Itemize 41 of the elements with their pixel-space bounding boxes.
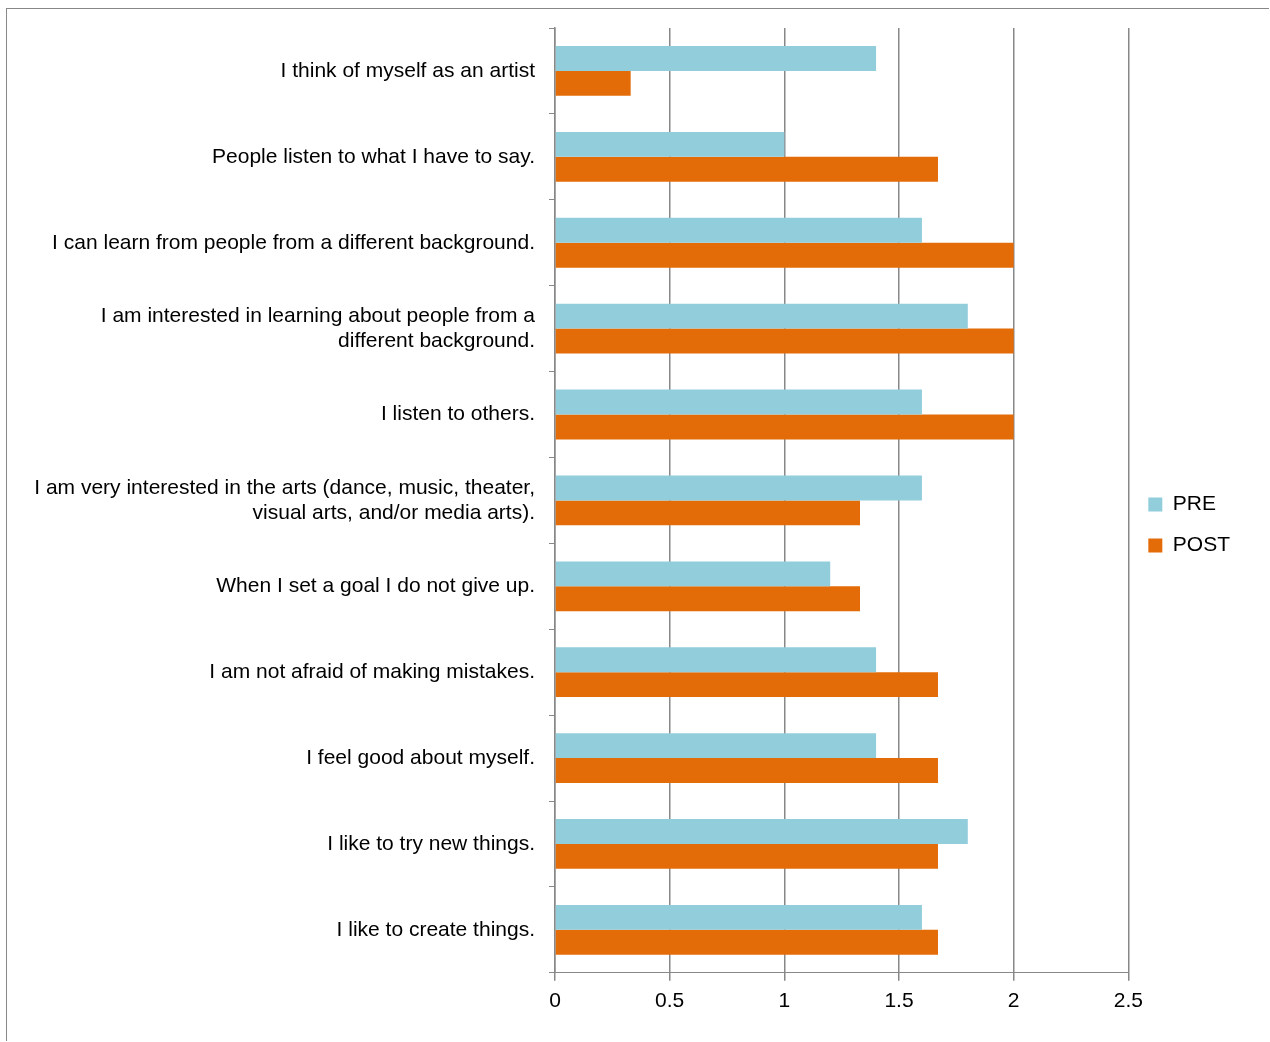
legend-label: PRE <box>1172 491 1217 515</box>
y-tick-label: I listen to others. <box>380 401 535 425</box>
x-tick-label: 1.5 <box>884 988 914 1012</box>
y-tick-label: I am very interested in the arts (dance, music, theater, visual arts, and/or media arts). <box>34 474 535 523</box>
y-tick-label: I like to try new things. <box>327 830 535 854</box>
bar <box>555 586 861 612</box>
y-tick-label: I am not afraid of making mistakes. <box>209 658 535 682</box>
bar <box>555 672 938 698</box>
bar <box>555 475 922 501</box>
y-tick-label: When I set a goal I do not give up. <box>216 573 535 597</box>
bar <box>555 500 861 526</box>
bar <box>555 46 877 71</box>
bar <box>555 758 938 783</box>
bar <box>555 904 922 930</box>
x-tick-label: 2 <box>1007 988 1020 1012</box>
x-tick-label: 0.5 <box>655 988 685 1012</box>
bar <box>555 328 1014 354</box>
bar <box>555 561 831 587</box>
y-tick-label: I think of myself as an artist <box>280 57 536 81</box>
y-tick-label: People listen to what I have to say. <box>212 143 535 167</box>
bar <box>555 929 938 955</box>
bar <box>555 156 938 182</box>
bar <box>555 303 968 329</box>
y-tick-label: I can learn from people from a different background. <box>52 229 535 253</box>
x-tick-label: 0 <box>549 988 561 1012</box>
x-tick-label: 1 <box>778 988 791 1012</box>
bar <box>555 389 922 415</box>
bar <box>555 647 877 673</box>
y-tick-label: I feel good about myself. <box>306 744 535 768</box>
bar <box>555 217 922 243</box>
bar <box>555 819 968 844</box>
bar <box>555 843 938 869</box>
bar <box>555 733 877 759</box>
bar <box>555 131 785 157</box>
y-tick-label: I am interested in learning about people from a different background. <box>100 302 536 352</box>
legend-label: POST <box>1172 532 1231 556</box>
bar <box>555 414 1014 440</box>
x-tick-label: 2.5 <box>1113 988 1143 1012</box>
bar <box>555 242 1014 268</box>
y-tick-label: I like to create things. <box>336 916 535 940</box>
bar <box>555 70 631 96</box>
